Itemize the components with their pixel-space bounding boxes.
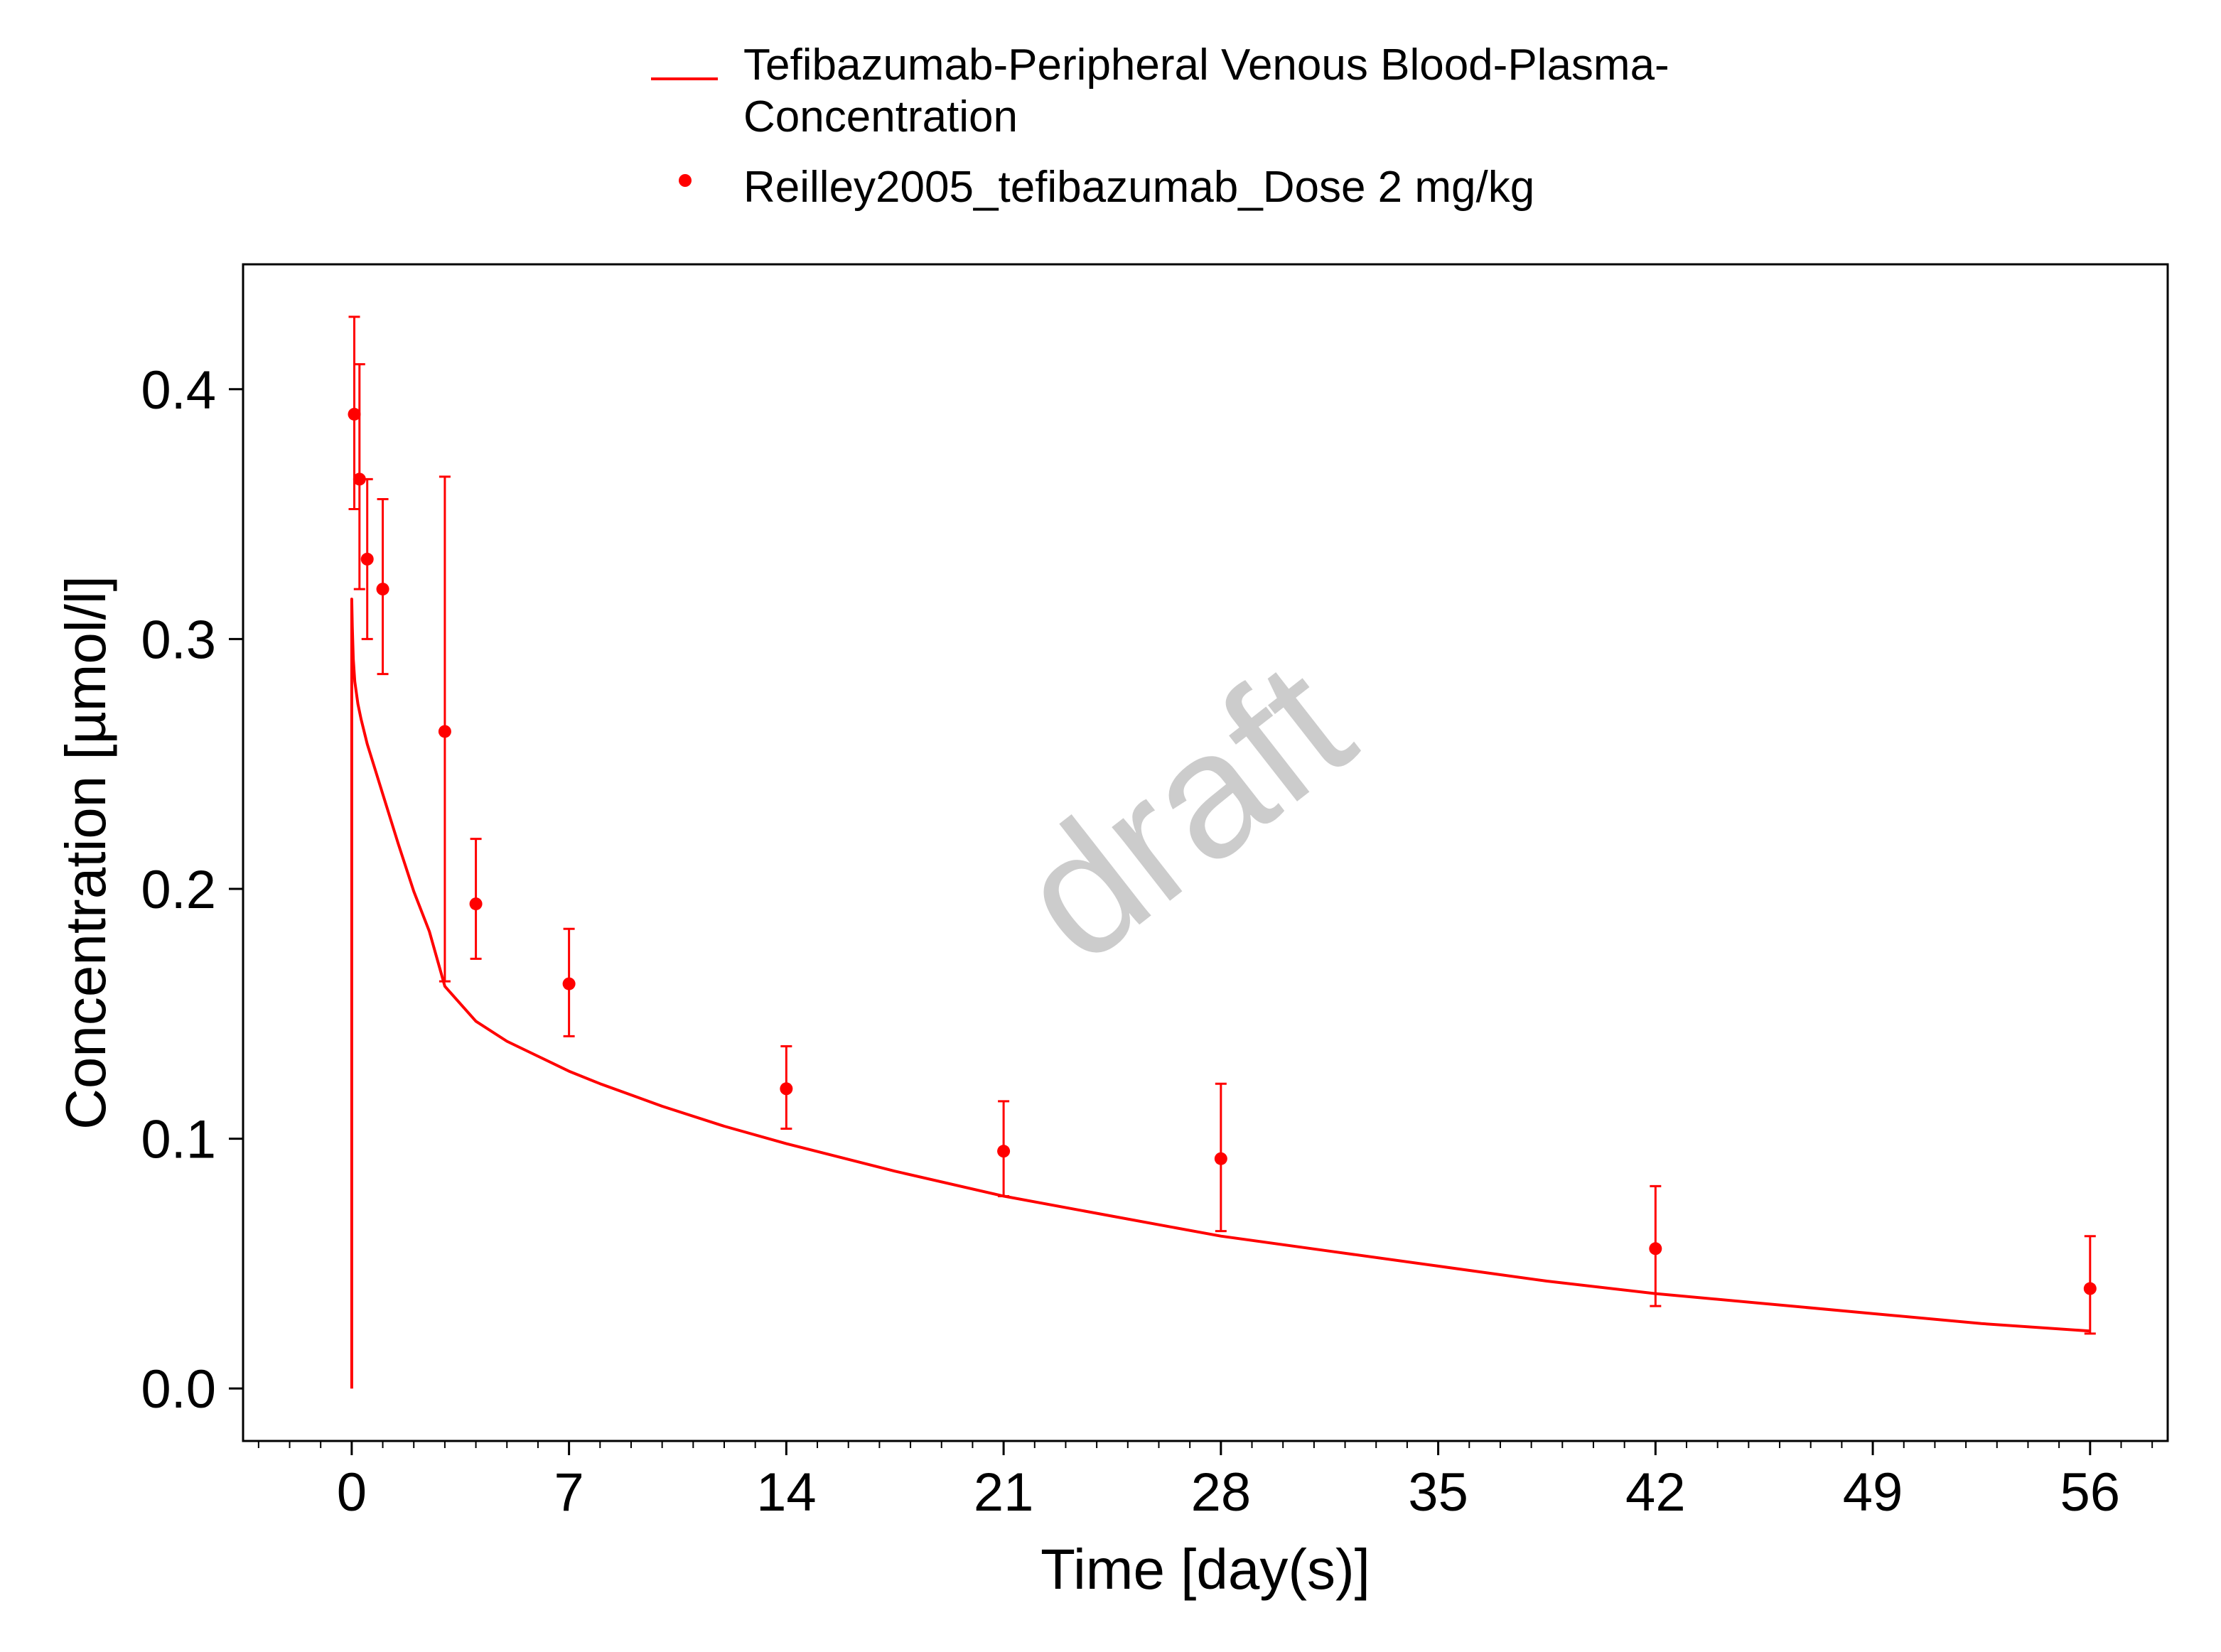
legend: Tefibazumab-Peripheral Venous Blood-Plas… — [651, 41, 1669, 212]
x-tick-label: 14 — [756, 1462, 817, 1523]
x-axis-title: Time [day(s)] — [1040, 1538, 1370, 1601]
x-tick-label: 49 — [1843, 1462, 1903, 1523]
x-tick-label: 56 — [2060, 1462, 2121, 1523]
series-layer — [348, 315, 2097, 1389]
data-point — [438, 725, 451, 738]
y-tick-label: 0.4 — [141, 360, 216, 421]
x-tick-label: 28 — [1191, 1462, 1252, 1523]
x-tick-label: 7 — [554, 1462, 584, 1523]
x-axis: 0 7 14 21 28 35 42 49 56 — [257, 1441, 2153, 1523]
y-tick-label: 0.0 — [141, 1359, 216, 1420]
legend-line-label-1: Tefibazumab-Peripheral Venous Blood-Plas… — [743, 41, 1669, 90]
data-point — [353, 473, 366, 486]
x-tick-label: 0 — [337, 1462, 367, 1523]
simulation-line — [350, 598, 2090, 1389]
data-point — [780, 1082, 793, 1096]
data-point — [1649, 1242, 1662, 1256]
y-tick-label: 0.2 — [141, 860, 216, 920]
y-axis-title: Concentration [µmol/l] — [54, 576, 117, 1130]
legend-point-swatch — [679, 174, 692, 187]
x-tick-label: 21 — [974, 1462, 1034, 1523]
data-point — [348, 407, 361, 421]
data-point — [469, 897, 483, 911]
legend-line-label-2: Concentration — [743, 92, 1018, 141]
data-point — [376, 583, 389, 596]
legend-point-label: Reilley2005_tefibazumab_Dose 2 mg/kg — [743, 163, 1534, 212]
y-tick-label: 0.3 — [141, 610, 216, 670]
data-point — [1214, 1152, 1227, 1165]
x-tick-label: 35 — [1408, 1462, 1468, 1523]
data-point — [2083, 1282, 2097, 1295]
y-tick-label: 0.1 — [141, 1110, 216, 1170]
data-point — [997, 1145, 1011, 1158]
data-point — [562, 977, 576, 990]
y-axis: 0.0 0.1 0.2 0.3 0.4 — [141, 360, 243, 1420]
plot-panel-border — [242, 263, 2169, 1442]
x-tick-label: 42 — [1625, 1462, 1686, 1523]
data-point — [360, 552, 374, 566]
